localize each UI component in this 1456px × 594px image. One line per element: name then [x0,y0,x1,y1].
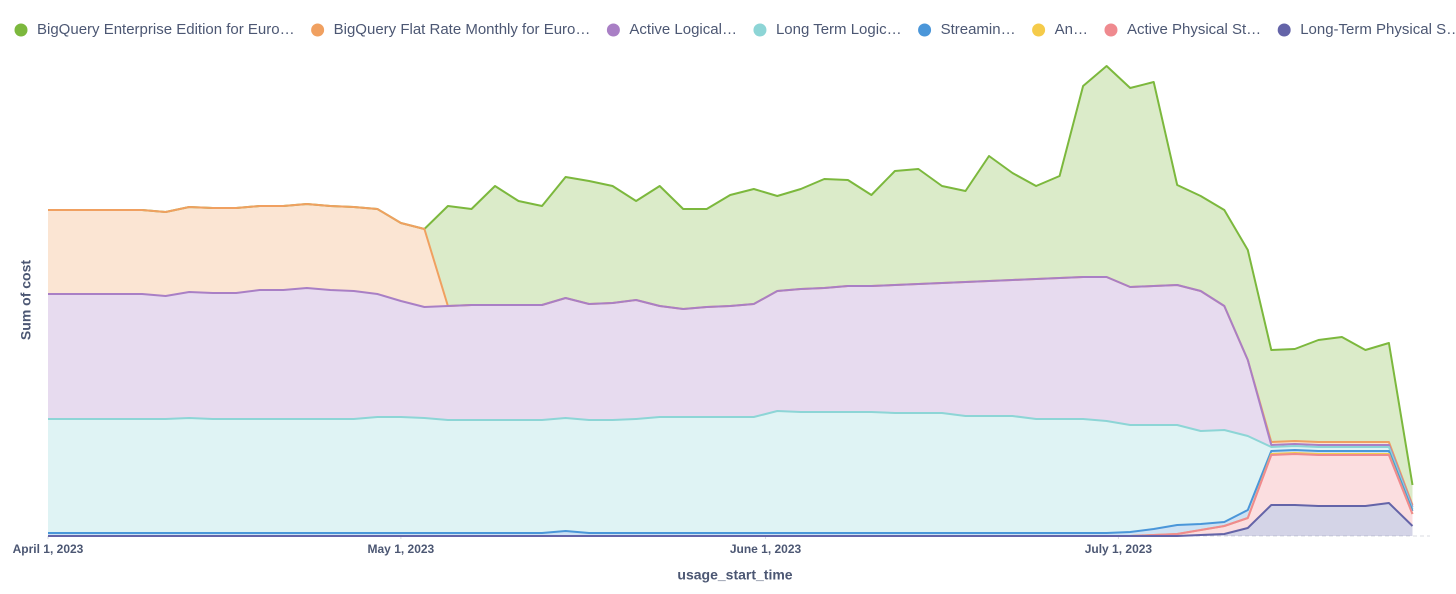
legend-label: Long-Term Physical S… [1300,21,1456,38]
legend-swatch [311,23,325,37]
line [48,502,1414,537]
y-axis-title: Sum of cost [18,260,34,340]
x-tick-label: June 1, 2023 [730,542,802,556]
area [48,204,1413,507]
legend-swatch [14,23,28,37]
legend-swatch [1277,23,1291,37]
legend: BigQuery Enterprise Edition for Euro… Big… [14,21,1456,38]
legend-swatch [1104,23,1118,37]
area [48,454,1413,536]
line [48,276,1414,508]
legend-label: Active Logical… [629,21,737,38]
line [48,449,1414,534]
legend-label: Active Physical St… [1127,21,1261,38]
x-axis-title: usage_start_time [677,567,792,583]
legend-swatch [606,23,620,37]
x-tick-label: July 1, 2023 [1085,542,1153,556]
area [48,503,1413,536]
legend-label: Long Term Logic… [776,21,902,38]
legend-swatch [753,23,767,37]
legend-label: An… [1055,21,1088,38]
area [48,411,1413,533]
area [48,66,1413,505]
plot-area: April 1, 2023 May 1, 2023 June 1, 2023 July… [13,65,1430,556]
legend-label: BigQuery Enterprise Edition for Euro… [37,21,295,38]
legend-swatch [1032,23,1046,37]
x-tick-label: May 1, 2023 [368,542,435,556]
x-tick-label: April 1, 2023 [13,542,84,556]
legend-swatch [918,23,932,37]
line [48,410,1414,510]
area [48,277,1413,509]
legend-label: Streamin… [941,21,1016,38]
legend-label: BigQuery Flat Rate Monthly for Euro… [334,21,591,38]
